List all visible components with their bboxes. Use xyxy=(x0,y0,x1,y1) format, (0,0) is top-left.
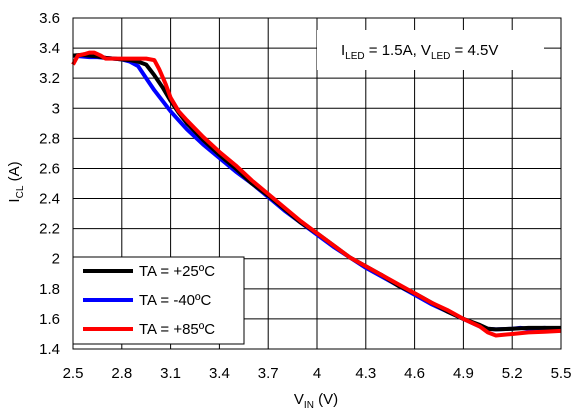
x-tick-label: 3.4 xyxy=(209,365,230,382)
x-tick-label: 4 xyxy=(313,365,321,382)
y-tick-label: 2 xyxy=(52,251,60,268)
x-tick-label: 4.6 xyxy=(404,365,425,382)
y-tick-label: 3 xyxy=(52,100,60,117)
annotation-box: ILED = 1.5A, VLED = 4.5V xyxy=(317,30,544,70)
tick-labels: 2.5 2.8 3.1 3.4 3.7 4 4.3 4.6 4.9 5.2 5.5 1.4 1.6 1.8… xyxy=(39,10,571,382)
series-line-85c xyxy=(71,50,562,338)
y-axis-label: ICL (A) xyxy=(6,161,26,202)
x-tick-label: 4.9 xyxy=(453,365,474,382)
y-tick-label: 3.4 xyxy=(39,40,60,57)
x-axis-label: VIN (V) xyxy=(294,391,338,408)
y-tick-label: 3.6 xyxy=(39,10,60,27)
y-tick-label: 3.2 xyxy=(39,70,60,87)
legend-label-25c: TA = +25ºC xyxy=(139,263,215,280)
y-tick-label: 2.8 xyxy=(39,130,60,147)
legend-label-85c: TA = +85ºC xyxy=(139,321,215,338)
series-layer xyxy=(71,50,562,338)
x-tick-label: 5.2 xyxy=(502,365,523,382)
x-tick-label: 5.5 xyxy=(551,365,572,382)
y-tick-label: 2.2 xyxy=(39,221,60,238)
plot-frame xyxy=(72,17,562,350)
annotation-text: ILED = 1.5A, VLED = 4.5V xyxy=(341,42,498,62)
legend: TA = +25ºC TA = -40ºC TA = +85ºC xyxy=(72,256,245,345)
x-tick-label: 4.3 xyxy=(355,365,376,382)
x-tick-label: 3.1 xyxy=(160,365,181,382)
x-tick-label: 2.8 xyxy=(111,365,132,382)
y-tick-label: 2.4 xyxy=(39,191,60,208)
y-tick-label: 2.6 xyxy=(39,160,60,177)
legend-label-minus40c: TA = -40ºC xyxy=(139,292,211,309)
y-tick-label: 1.4 xyxy=(39,341,60,358)
x-tick-label: 2.5 xyxy=(63,365,84,382)
y-tick-label: 1.6 xyxy=(39,311,60,328)
x-tick-label: 3.7 xyxy=(258,365,279,382)
y-tick-label: 1.8 xyxy=(39,281,60,298)
